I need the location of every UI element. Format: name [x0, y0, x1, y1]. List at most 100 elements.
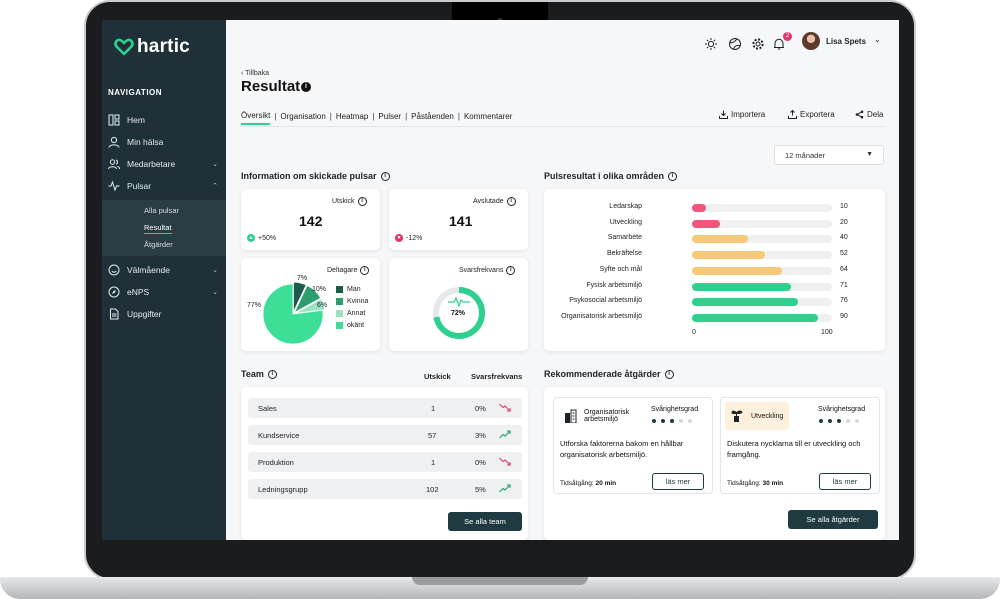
tab-oversikt[interactable]: Översikt — [241, 111, 271, 125]
severity-dots — [652, 419, 692, 423]
team-col-sent: Utskick — [424, 372, 451, 381]
team-rate: 0% — [475, 458, 486, 467]
share-icon — [855, 110, 864, 119]
sidebar-item-valmaende[interactable]: Välmående ⌄ — [108, 261, 218, 279]
legend-annat: Annat — [336, 310, 365, 317]
recommendation-tag-label: Utveckling — [751, 412, 784, 420]
avatar[interactable] — [802, 32, 820, 50]
info-icon[interactable]: i — [506, 197, 516, 206]
tab-heatmap[interactable]: Heatmap — [335, 112, 369, 121]
sidebar-item-pulsar[interactable]: Pulsar ⌃ — [108, 177, 218, 195]
tab-pulser[interactable]: Pulser — [378, 112, 402, 121]
participants-pie-chart — [262, 282, 325, 345]
logo[interactable]: hartic — [114, 36, 190, 58]
heartbeat-icon — [448, 297, 470, 307]
app-screen: hartic NAVIGATION Hem Min hälsa Medarbet… — [102, 20, 899, 540]
info-icon[interactable]: i — [360, 266, 370, 275]
chevron-down-icon: ⌄ — [212, 161, 218, 168]
pie-slice-2 — [294, 298, 325, 314]
nav-heading: NAVIGATION — [108, 88, 163, 97]
laptop-base-groove — [412, 577, 588, 585]
time-label: Tidsåtgång: — [727, 480, 761, 487]
bar-value: 64 — [840, 265, 848, 273]
info-icon[interactable]: i — [357, 197, 367, 206]
sent-delta-value: +50% — [258, 234, 277, 242]
back-label: Tillbaka — [245, 70, 270, 77]
team-sent: 1 — [431, 404, 436, 413]
sidebar-item-min-halsa[interactable]: Min hälsa — [108, 133, 218, 151]
legend-swatch — [336, 298, 343, 305]
bar-track — [692, 266, 832, 275]
team-rate: 0% — [475, 404, 486, 413]
read-more-button[interactable]: läs mer — [819, 473, 871, 490]
tab-kommentarer[interactable]: Kommentarer — [463, 112, 513, 121]
completed-delta: ▼ -12% — [395, 234, 422, 242]
table-row[interactable]: Produktion 1 0% — [248, 452, 522, 472]
import-button[interactable]: Importera — [719, 110, 765, 119]
recommendation-card[interactable]: Organisatorisk arbetsmiljö Svårighetsgra… — [553, 397, 713, 494]
info-icon[interactable]: i — [668, 171, 678, 181]
info-icon[interactable]: i — [301, 82, 311, 92]
info-icon[interactable]: i — [380, 171, 390, 181]
globe-icon[interactable] — [728, 37, 742, 51]
see-all-teams-button[interactable]: Se alla team — [448, 512, 522, 531]
sidebar-item-label: Medarbetare — [127, 159, 176, 169]
table-row[interactable]: Sales 1 0% — [248, 398, 522, 418]
sent-value: 142 — [299, 213, 323, 229]
share-button[interactable]: Dela — [855, 110, 883, 119]
user-name[interactable]: Lisa Spets — [826, 37, 867, 46]
bar-fill — [692, 282, 792, 291]
sidebar-subitem-atgarder[interactable]: Åtgärder — [144, 240, 173, 249]
response-rate-label-row: Svarsfrekvans i — [459, 266, 516, 275]
legend-swatch — [336, 286, 343, 293]
period-select[interactable]: 12 månader ▼ — [774, 145, 884, 165]
severity-dot — [670, 419, 674, 423]
tab-pastaenden[interactable]: Påståenden — [411, 112, 454, 121]
table-row[interactable]: Ledningsgrupp 102 5% — [248, 479, 522, 499]
sidebar-item-label: Välmående — [127, 265, 171, 275]
pulse-results-title: Pulsresultat i olika områden — [544, 171, 665, 181]
read-more-button[interactable]: läs mer — [652, 473, 704, 490]
bar-label: Samarbete — [607, 234, 642, 242]
sidebar-item-hem[interactable]: Hem — [108, 111, 218, 129]
time-value: 30 min — [762, 480, 784, 487]
recommendation-tag-label: Organisatorisk arbetsmiljö — [584, 409, 630, 423]
info-icon[interactable]: i — [267, 369, 277, 379]
gear-icon[interactable] — [751, 37, 765, 51]
info-icon[interactable]: i — [664, 369, 674, 379]
chevron-up-icon: ⌃ — [212, 183, 218, 190]
table-row[interactable]: Kundservice 57 3% — [248, 425, 522, 445]
pie-label-annat: 6% — [317, 302, 328, 309]
info-icon[interactable]: i — [506, 266, 516, 275]
sun-icon[interactable] — [704, 37, 718, 51]
severity-dot — [828, 419, 832, 423]
sidebar-item-enps[interactable]: eNPS ⌄ — [108, 283, 218, 301]
recommendation-card[interactable]: Utveckling Svårighetsgrad Diskutera nyck… — [720, 397, 880, 494]
download-icon — [719, 110, 728, 119]
recommendation-tag: Organisatorisk arbetsmiljö — [558, 402, 642, 430]
bar-track — [692, 251, 832, 260]
bell-icon[interactable] — [772, 37, 786, 51]
tab-organisation[interactable]: Organisation — [280, 112, 326, 121]
chevron-down-icon[interactable]: ⌄ — [874, 35, 881, 44]
sidebar-item-label: Uppgifter — [127, 309, 162, 319]
bar-value: 20 — [840, 218, 848, 226]
sidebar-item-uppgifter[interactable]: Uppgifter — [108, 305, 218, 323]
team-name: Kundservice — [258, 431, 300, 440]
tabs-divider — [241, 126, 885, 127]
smile-icon — [108, 264, 120, 276]
completed-label-row: Avslutade i — [473, 197, 516, 206]
bar-value: 10 — [840, 203, 848, 210]
sidebar-subitem-resultat[interactable]: Resultat — [144, 223, 172, 234]
back-link[interactable]: ‹ Tillbaka — [241, 70, 269, 77]
sidebar-subitem-alla-pulsar[interactable]: Alla pulsar — [144, 206, 180, 215]
export-button[interactable]: Exportera — [788, 110, 835, 119]
legend-kvinna: Kvinna — [336, 298, 368, 305]
tab-separator: | — [457, 112, 460, 121]
pulse-results-card: Ledarskap 10 Utveckling 20 Samarbete 40 Bekräf… — [544, 189, 885, 351]
see-all-actions-button[interactable]: Se alla åtgärder — [788, 510, 878, 529]
legend-label: Kvinna — [347, 298, 369, 305]
bar-row: Samarbete 40 — [544, 234, 884, 244]
bar-fill — [692, 204, 706, 212]
sidebar-item-medarbetare[interactable]: Medarbetare ⌄ — [108, 155, 218, 173]
